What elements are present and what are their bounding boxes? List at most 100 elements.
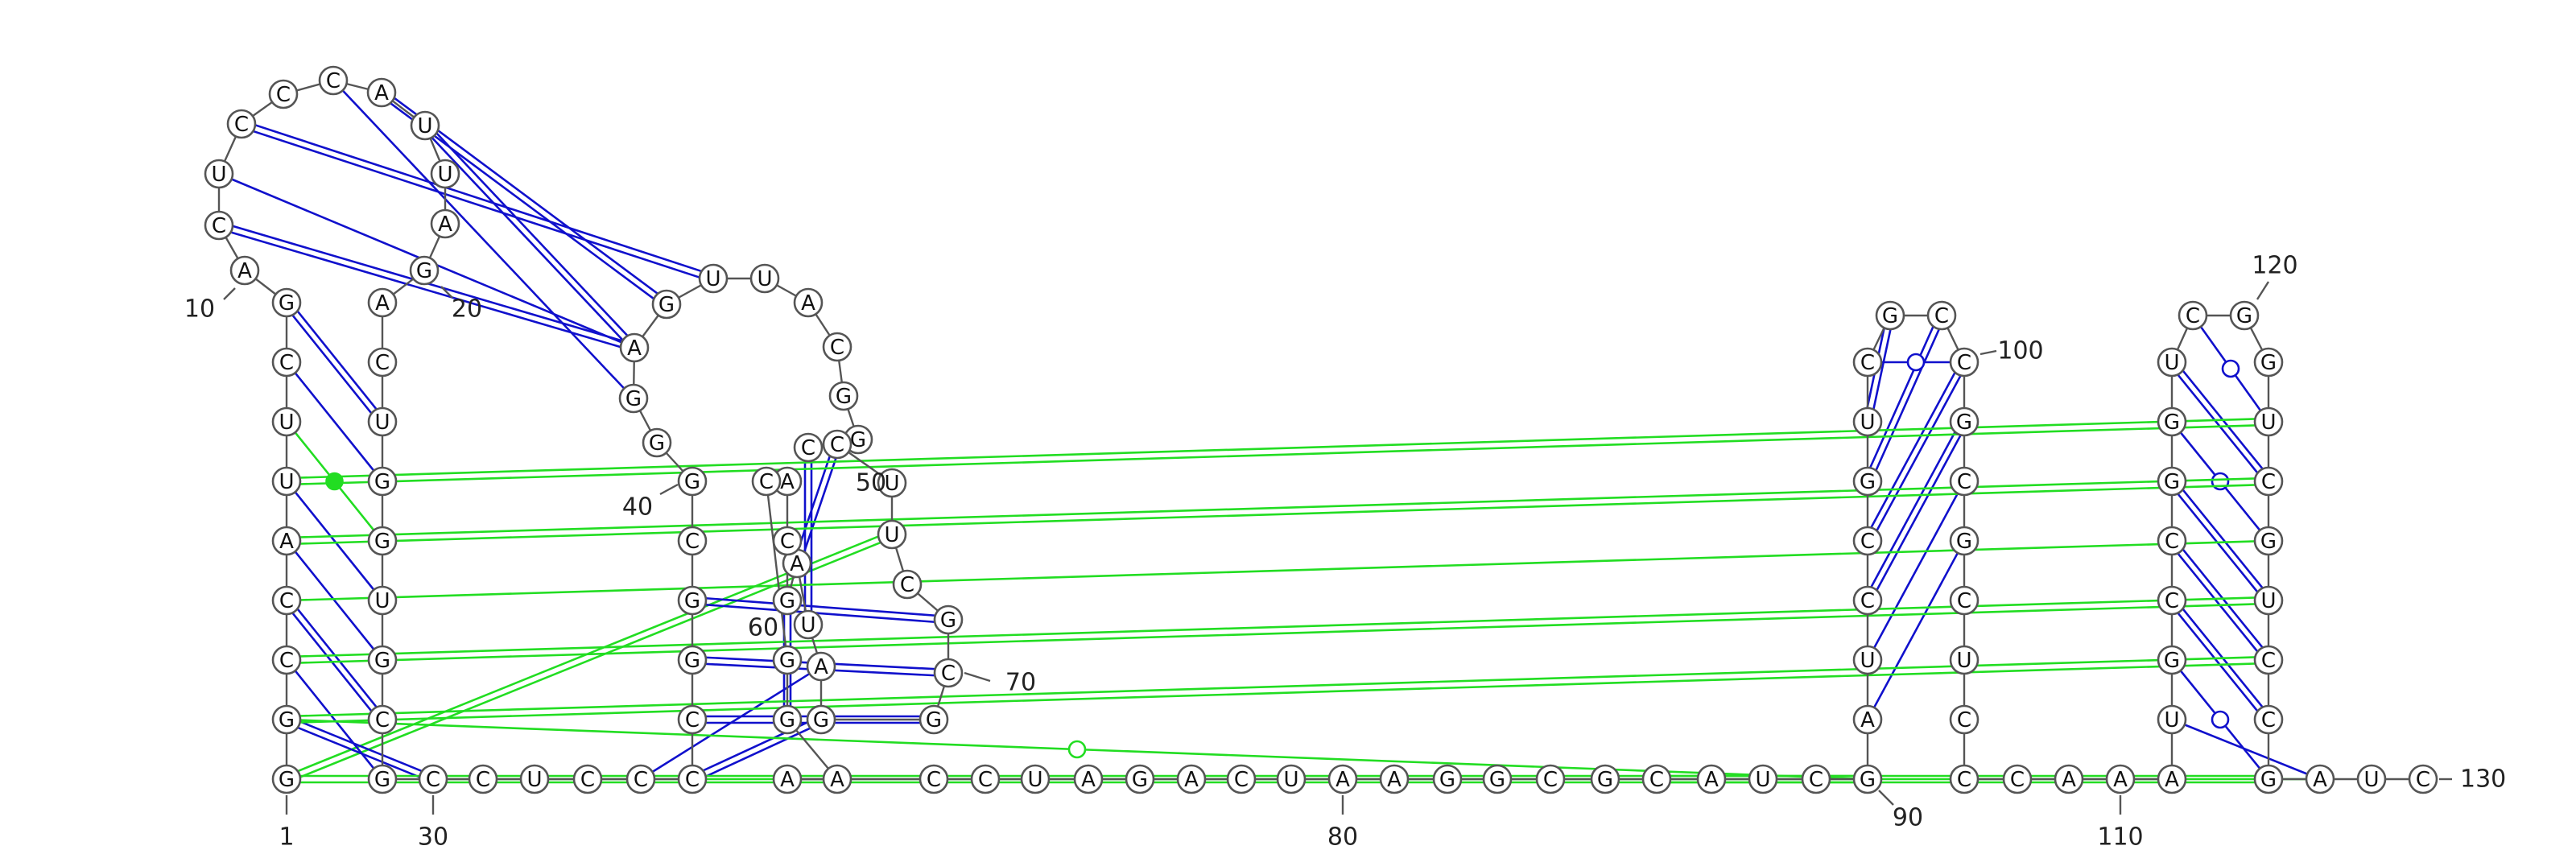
nucleotide: A (2305, 764, 2335, 794)
nucleotide-letter: C (1809, 768, 1823, 792)
nucleotide: C (572, 764, 603, 794)
nucleotide-letter: A (780, 768, 795, 792)
pair-line (288, 299, 386, 421)
nucleotide-letter: C (1234, 768, 1249, 792)
nucleotide: U (204, 159, 234, 189)
base-pair (286, 655, 2269, 724)
base-pair (2191, 315, 2270, 423)
number-tick (440, 286, 453, 299)
nucleotide-letter: C (1957, 589, 1971, 613)
nucleotide-circle (2054, 764, 2084, 794)
nucleotide: C (751, 466, 782, 497)
nucleotide-letter: C (1649, 768, 1664, 792)
nucleotide: G (933, 604, 964, 635)
nucleotide-letter: C (1957, 470, 1971, 494)
nucleotide-letter: U (374, 589, 390, 613)
nucleotide-letter: G (2260, 351, 2277, 375)
nucleotide-letter: C (326, 69, 341, 93)
nucleotide-circle (1852, 526, 1883, 556)
nucleotide: G (772, 704, 803, 735)
nucleotide: G (2157, 406, 2187, 437)
nucleotide: U (430, 159, 460, 189)
nucleotide-letter: U (2260, 410, 2276, 435)
nucleotide-circle (677, 466, 708, 497)
pair-symbol (1906, 353, 1926, 372)
nucleotide-circle (2157, 466, 2187, 497)
nucleotide-circle (2157, 645, 2187, 675)
nucleotide-letter: G (940, 609, 956, 633)
nucleotide: G (1875, 300, 1905, 331)
nucleotide: U (2157, 347, 2187, 377)
nucleotide-circle (418, 764, 448, 794)
nucleotide-letter: U (2164, 351, 2179, 375)
nucleotide-circle (822, 332, 852, 362)
nucleotide: A (367, 287, 398, 318)
nucleotide: U (1748, 764, 1778, 794)
nucleotide-circle (2157, 347, 2187, 377)
nucleotide: C (1535, 764, 1566, 794)
nucleotide: G (919, 704, 949, 735)
number-label: 30 (418, 795, 448, 852)
nucleotide-letter: C (2010, 768, 2025, 792)
nucleotide: U (877, 519, 907, 550)
nucleotide: C (677, 526, 708, 556)
nucleotide-letter: G (684, 589, 700, 613)
nucleotide-letter: C (1860, 530, 1875, 554)
nucleotide: C (933, 658, 964, 688)
number-text: 60 (748, 614, 778, 642)
nucleotide: G (1590, 764, 1620, 794)
nucleotide-circle (772, 704, 803, 735)
nucleotide: C (1801, 764, 1831, 794)
nucleotide-circle (970, 764, 1001, 794)
pair-line (2168, 363, 2267, 485)
nucleotide-letter: A (375, 291, 390, 316)
nucleotide: C (1852, 526, 1883, 556)
nucleotide-circle (677, 764, 708, 794)
nucleotide-letter: U (374, 410, 390, 435)
base-pair (285, 481, 384, 601)
nucleotide-letter: A (1335, 768, 1350, 792)
nucleotide-letter: A (1081, 768, 1096, 792)
nucleotide: G (642, 427, 672, 458)
nucleotide-letter: G (779, 708, 795, 732)
base-pair (285, 659, 384, 780)
nucleotide-letter: A (801, 291, 815, 316)
nucleotide-letter: U (2363, 768, 2379, 792)
base-pair (285, 716, 435, 783)
nucleotide-letter: U (884, 472, 899, 496)
nucleotide: G (1432, 764, 1463, 794)
nucleotide: C (2157, 585, 2187, 616)
nucleotide: U (367, 585, 398, 616)
nucleotide: A (806, 651, 836, 682)
number-label: 120 (2252, 252, 2298, 300)
pair-line (1869, 316, 1946, 484)
number-text: 30 (418, 823, 448, 852)
nucleotide-circle (772, 585, 803, 616)
nucleotide-letter: C (759, 470, 774, 494)
nucleotide-circle (409, 255, 440, 286)
nucleotide-letter: C (1934, 304, 1949, 328)
nucleotide-circle (1949, 704, 1979, 735)
nucleotide-letter: C (375, 351, 390, 375)
number-tick (964, 671, 991, 683)
nucleotide-letter: C (1957, 708, 1971, 732)
base-pair (286, 596, 2269, 665)
nucleotide-letter: G (2164, 470, 2180, 494)
nucleotide-circle (877, 519, 907, 550)
nucleotide-letter: G (374, 649, 390, 673)
nucleotide-letter: C (634, 768, 648, 792)
nucleotide-circle (1852, 406, 1883, 437)
nucleotide-letter: U (1027, 768, 1042, 792)
nucleotide-circle (1748, 764, 1778, 794)
nucleotide: A (271, 526, 302, 556)
nucleotide-letter: U (437, 163, 452, 187)
base-pair (691, 596, 949, 625)
nucleotide-circle (2157, 406, 2187, 437)
nucleotide: G (2157, 645, 2187, 675)
pair-line (285, 721, 432, 783)
nucleotide-circle (367, 287, 398, 318)
nucleotide: G (677, 466, 708, 497)
nucleotide-letter: G (374, 470, 390, 494)
nucleotide-letter: G (2260, 530, 2277, 554)
nucleotide: G (2229, 300, 2260, 331)
